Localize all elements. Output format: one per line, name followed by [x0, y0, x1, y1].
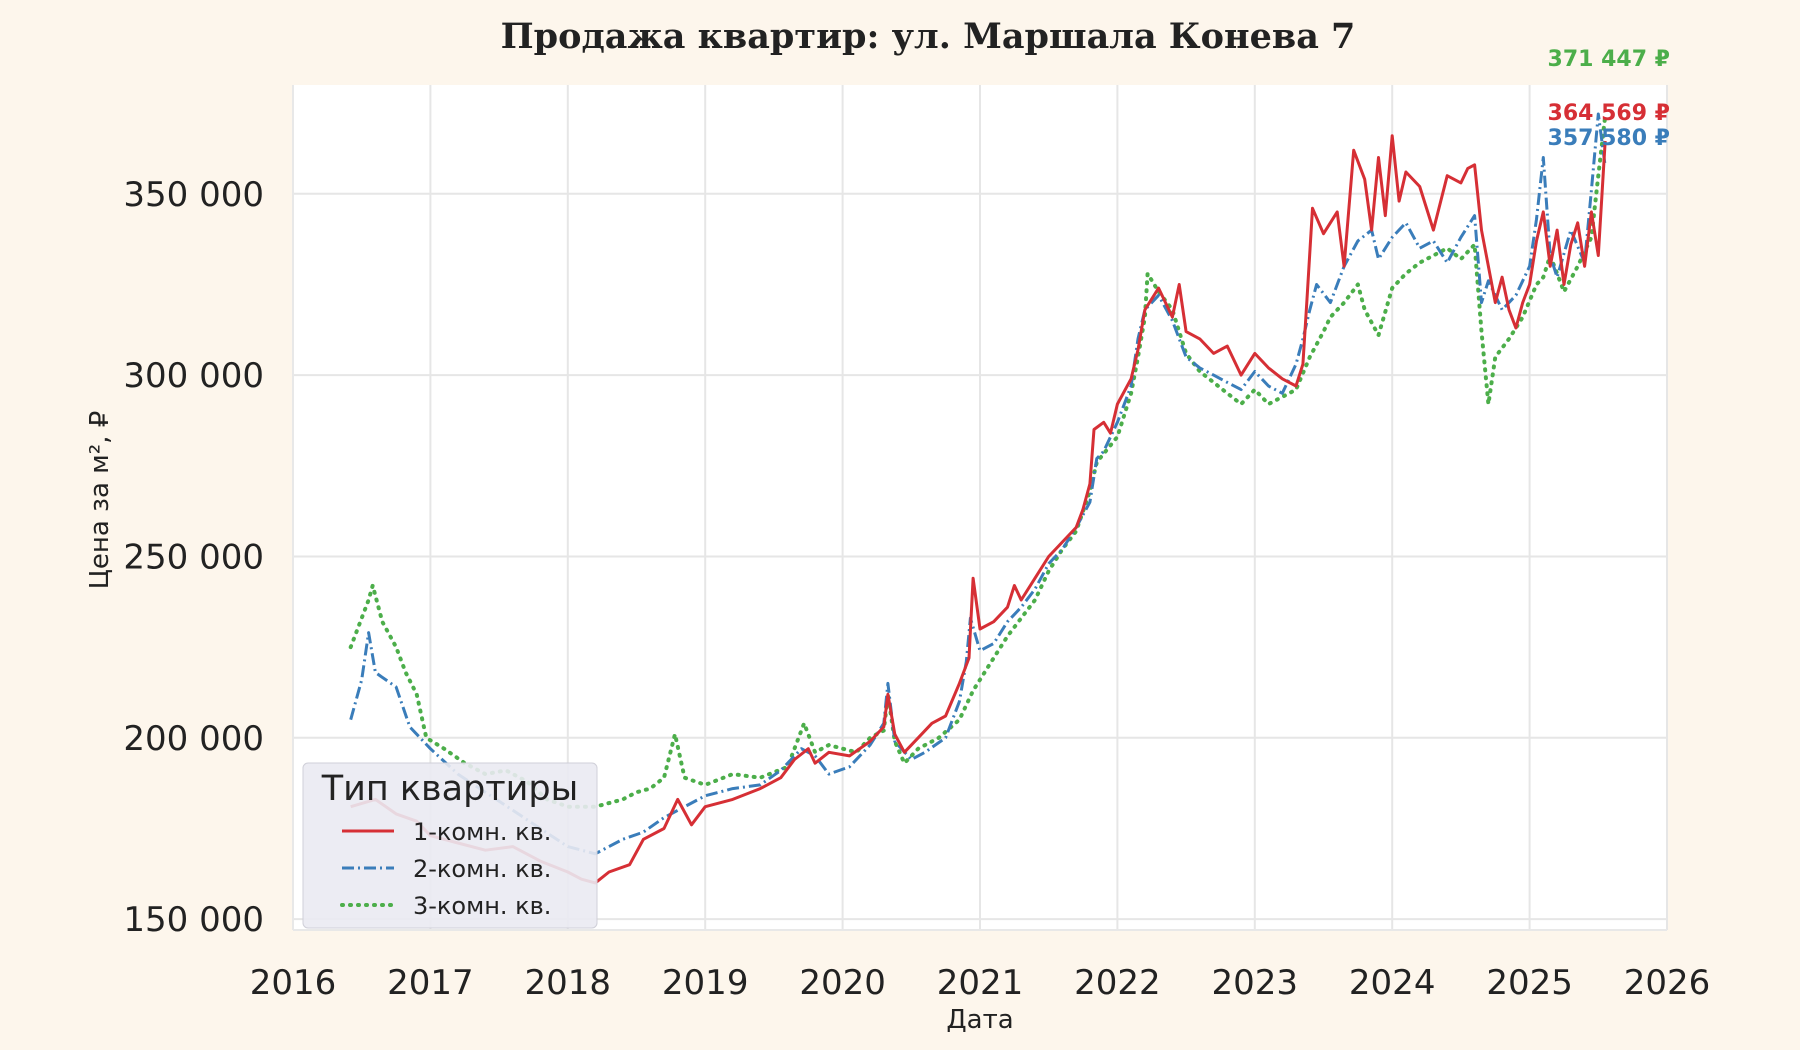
- end-label-series-2: 357 580 ₽: [1548, 126, 1670, 151]
- end-value-labels: 364 569 ₽357 580 ₽ 371 447 ₽: [1548, 47, 1670, 151]
- x-tick-label: 2026: [1624, 963, 1711, 1003]
- grid: [292, 85, 1668, 930]
- x-tick-label: 2019: [662, 963, 749, 1003]
- legend-title: Тип квартиры: [321, 769, 579, 809]
- x-tick-label: 2018: [525, 963, 612, 1003]
- x-axis-label: Дата: [946, 1005, 1013, 1035]
- end-label-series-1: 364 569 ₽: [1548, 101, 1670, 126]
- legend: Тип квартиры 1-комн. кв. 2-комн. кв. 3-к…: [302, 762, 598, 929]
- y-tick-label: 200 000: [123, 719, 264, 759]
- axis-lines: [292, 85, 1667, 931]
- chart-title: Продажа квартир: ул. Маршала Конева 7: [501, 16, 1356, 57]
- x-tick-label: 2021: [937, 963, 1024, 1003]
- legend-item-2: 2-комн. кв.: [413, 855, 551, 883]
- x-tick-label: 2024: [1349, 963, 1436, 1003]
- y-tick-label: 150 000: [123, 900, 264, 940]
- y-tick-label: 350 000: [123, 175, 264, 215]
- x-tick-label: 2017: [387, 963, 474, 1003]
- x-tick-label: 2025: [1486, 963, 1573, 1003]
- x-tick-label: 2023: [1212, 963, 1299, 1003]
- x-tick-labels: 2016 2017 2018 2019 2020 2021 2022 2023 2024 2025…: [250, 963, 1711, 1003]
- y-tick-labels: 150 000 200 000 250 000 300 000 350 000: [123, 175, 264, 940]
- x-tick-label: 2016: [250, 963, 337, 1003]
- legend-box: [302, 762, 598, 929]
- y-axis-label: Цена за м², ₽: [85, 411, 115, 590]
- series-line-1: [350, 134, 1607, 885]
- x-tick-label: 2022: [1074, 963, 1161, 1003]
- legend-item-1: 1-комн. кв.: [413, 818, 551, 846]
- end-label-series-3: 371 447 ₽: [1548, 47, 1670, 72]
- legend-item-3: 3-комн. кв.: [413, 892, 551, 920]
- y-tick-label: 300 000: [123, 356, 264, 396]
- y-tick-label: 250 000: [123, 537, 264, 577]
- x-tick-label: 2020: [799, 963, 886, 1003]
- series-line-2: [349, 112, 1607, 856]
